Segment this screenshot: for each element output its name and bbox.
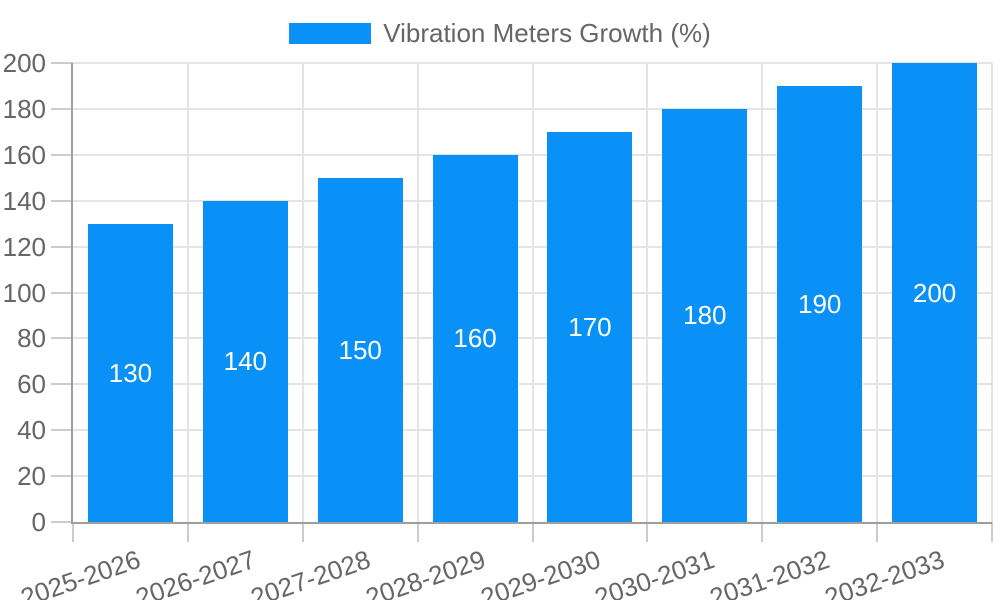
- bar[interactable]: [317, 177, 403, 522]
- bar-value-label: 140: [223, 346, 267, 377]
- x-tick: [761, 522, 764, 542]
- x-gridline: [991, 63, 993, 522]
- y-axis-line: [71, 63, 73, 524]
- bar[interactable]: [547, 131, 633, 522]
- bar-value-label: 150: [338, 334, 382, 365]
- y-tick-label: 20: [17, 461, 46, 492]
- y-tick: [51, 291, 73, 294]
- x-tick: [72, 522, 74, 542]
- legend-item[interactable]: Vibration Meters Growth (%): [289, 18, 711, 48]
- x-tick-label: 2025-2026: [16, 544, 145, 600]
- y-tick: [51, 62, 73, 64]
- legend: Vibration Meters Growth (%): [0, 18, 1000, 48]
- x-gridline: [646, 63, 649, 522]
- bar[interactable]: [662, 108, 748, 522]
- x-tick: [301, 522, 304, 542]
- x-tick-label: 2028-2029: [361, 544, 489, 600]
- x-tick: [186, 522, 189, 542]
- y-tick: [51, 383, 73, 386]
- x-gridline: [416, 63, 419, 522]
- legend-label: Vibration Meters Growth (%): [383, 18, 711, 48]
- x-tick-label: 2027-2028: [246, 544, 374, 600]
- y-tick: [51, 199, 73, 202]
- x-tick: [991, 522, 993, 542]
- x-gridline: [186, 63, 189, 522]
- bar-value-label: 190: [797, 288, 842, 319]
- x-tick: [876, 522, 879, 542]
- bar-value-label: 130: [108, 357, 153, 388]
- x-tick-label: 2030-2031: [591, 544, 719, 600]
- y-tick-label: 60: [17, 369, 46, 400]
- y-tick-label: 80: [17, 323, 46, 354]
- y-tick-label: 0: [31, 507, 46, 537]
- x-tick: [416, 522, 419, 542]
- x-tick-label: 2031-2032: [706, 544, 834, 600]
- y-tick: [51, 475, 73, 478]
- y-tick: [51, 429, 73, 432]
- bar-value-label: 170: [568, 311, 612, 342]
- bar-value-label: 200: [912, 277, 957, 308]
- y-tick: [51, 153, 73, 156]
- x-tick: [531, 522, 534, 542]
- bar-value-label: 160: [453, 323, 497, 354]
- y-tick: [51, 521, 73, 523]
- y-tick-label: 180: [2, 93, 46, 124]
- bar[interactable]: [87, 223, 173, 522]
- y-tick: [51, 337, 73, 340]
- y-tick-label: 100: [2, 277, 46, 308]
- x-gridline: [301, 63, 304, 522]
- x-gridline: [761, 63, 764, 522]
- y-tick-label: 120: [2, 231, 46, 262]
- bar[interactable]: [202, 200, 288, 522]
- y-tick-label: 160: [2, 139, 46, 170]
- x-axis-line: [71, 522, 992, 524]
- x-tick-label: 2026-2027: [131, 544, 260, 600]
- y-tick: [51, 107, 73, 110]
- x-gridline: [531, 63, 534, 522]
- bar[interactable]: [892, 63, 978, 522]
- y-tick-label: 140: [2, 185, 46, 216]
- x-tick-label: 2029-2030: [476, 544, 604, 600]
- legend-swatch: [289, 22, 372, 44]
- x-tick-label: 2032-2033: [820, 544, 949, 600]
- bar[interactable]: [432, 154, 518, 522]
- y-tick: [51, 245, 73, 248]
- bar[interactable]: [777, 85, 863, 522]
- y-tick-label: 200: [2, 48, 46, 78]
- y-tick-label: 40: [17, 415, 46, 446]
- bar-value-label: 180: [683, 300, 727, 331]
- x-gridline: [876, 63, 879, 522]
- x-tick: [646, 522, 649, 542]
